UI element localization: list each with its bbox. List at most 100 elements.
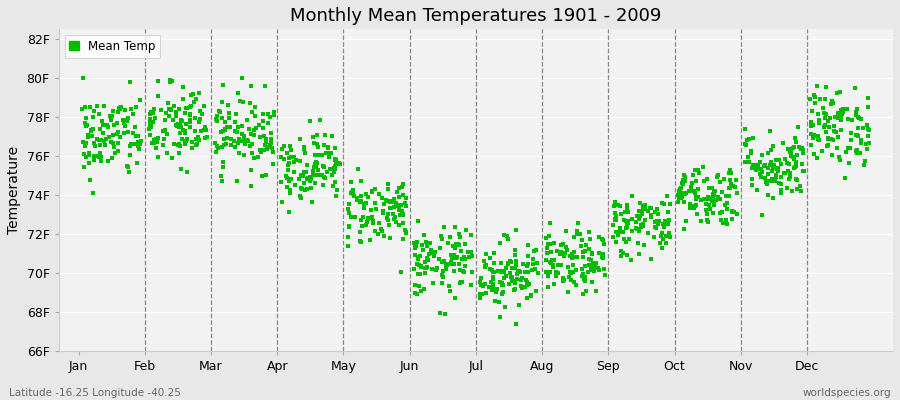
Point: [803, 96, 817, 102]
Point: [587, 266, 601, 272]
Point: [539, 257, 554, 264]
Point: [829, 128, 843, 135]
Point: [253, 146, 267, 153]
Point: [85, 133, 99, 140]
Point: [860, 95, 875, 101]
Point: [245, 109, 259, 115]
Point: [686, 171, 700, 178]
Point: [816, 124, 831, 130]
Point: [479, 290, 493, 296]
Point: [489, 287, 503, 294]
Point: [677, 225, 691, 232]
Point: [192, 90, 206, 96]
Point: [374, 228, 389, 234]
Point: [520, 262, 535, 269]
Point: [210, 143, 224, 149]
Point: [259, 146, 274, 152]
Point: [188, 96, 202, 102]
Point: [616, 229, 631, 235]
Point: [654, 230, 669, 236]
Point: [216, 82, 230, 88]
Point: [724, 181, 738, 187]
Point: [626, 228, 640, 234]
Point: [256, 118, 271, 124]
Point: [688, 167, 703, 173]
Point: [396, 211, 410, 218]
Point: [215, 114, 230, 121]
Point: [434, 232, 448, 239]
Point: [817, 96, 832, 103]
Point: [638, 202, 652, 208]
Point: [78, 154, 93, 160]
Point: [817, 114, 832, 121]
Point: [111, 140, 125, 146]
Point: [306, 172, 320, 178]
Point: [508, 247, 522, 253]
Point: [407, 240, 421, 246]
Point: [146, 110, 160, 116]
Point: [416, 247, 430, 254]
Point: [208, 140, 222, 146]
Point: [827, 127, 842, 134]
Point: [179, 105, 194, 111]
Point: [508, 252, 522, 258]
Point: [293, 172, 308, 178]
Point: [821, 117, 835, 124]
Point: [382, 235, 397, 241]
Point: [632, 208, 646, 214]
Point: [190, 141, 204, 148]
Point: [392, 204, 406, 211]
Point: [308, 160, 322, 167]
Point: [371, 231, 385, 238]
Point: [223, 142, 238, 148]
Point: [415, 242, 429, 248]
Point: [410, 291, 425, 297]
Point: [445, 252, 459, 258]
Point: [841, 145, 855, 151]
Point: [634, 200, 648, 206]
Point: [824, 100, 838, 107]
Point: [492, 240, 507, 246]
Point: [99, 136, 113, 142]
Point: [811, 133, 825, 139]
Point: [620, 205, 634, 211]
Point: [328, 159, 343, 165]
Point: [541, 284, 555, 290]
Point: [776, 140, 790, 147]
Point: [652, 218, 667, 224]
Point: [692, 170, 706, 176]
Point: [171, 121, 185, 128]
Point: [646, 234, 661, 240]
Point: [745, 134, 760, 141]
Point: [412, 282, 427, 289]
Point: [146, 118, 160, 125]
Point: [575, 266, 590, 272]
Point: [575, 271, 590, 278]
Point: [611, 202, 625, 208]
Point: [111, 120, 125, 126]
Point: [122, 142, 137, 149]
Point: [617, 209, 632, 216]
Point: [827, 123, 842, 130]
Point: [621, 220, 635, 226]
Point: [831, 109, 845, 116]
Point: [587, 268, 601, 274]
Point: [854, 116, 868, 122]
Point: [346, 192, 361, 199]
Point: [411, 253, 426, 260]
Point: [522, 281, 536, 288]
Point: [392, 222, 406, 228]
Point: [174, 124, 188, 130]
Point: [408, 282, 422, 288]
Point: [710, 172, 724, 178]
Point: [317, 164, 331, 170]
Point: [215, 178, 230, 185]
Point: [86, 114, 100, 120]
Point: [830, 90, 844, 96]
Point: [177, 130, 192, 136]
Point: [412, 262, 427, 268]
Point: [96, 103, 111, 110]
Point: [197, 103, 211, 110]
Point: [689, 210, 704, 217]
Point: [507, 265, 521, 271]
